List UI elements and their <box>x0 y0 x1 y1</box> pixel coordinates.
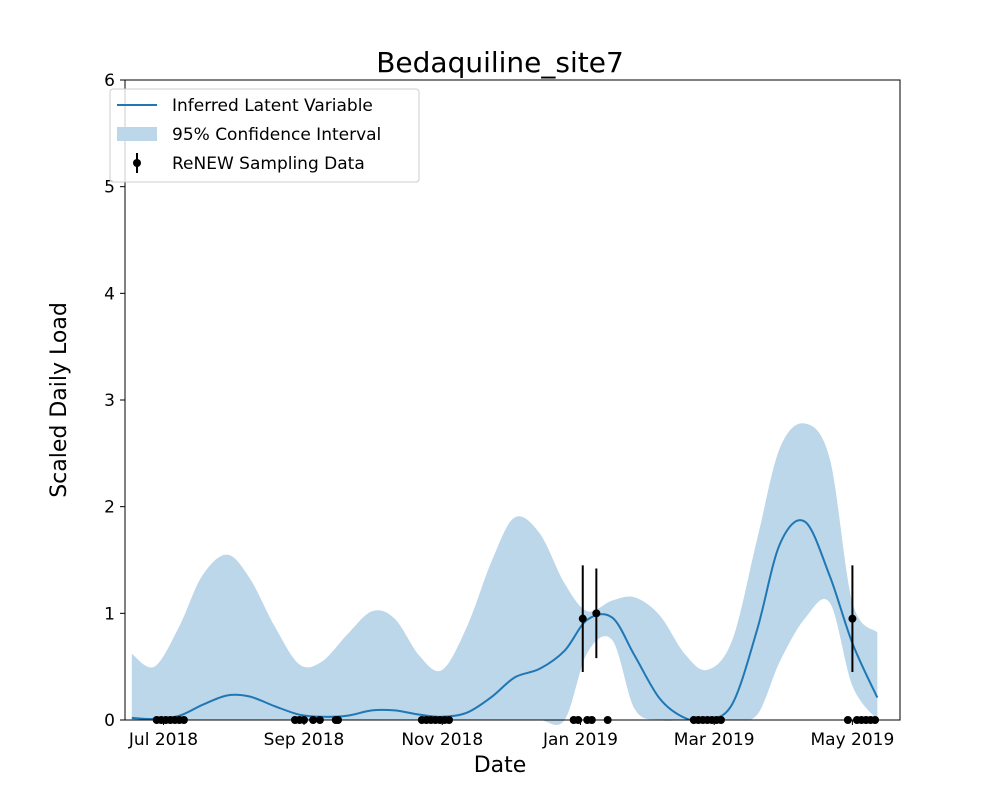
x-tick-label: Jul 2018 <box>128 730 198 750</box>
x-axis: Jul 2018 Sep 2018 Nov 2018 Jan 2019 Mar 2019… <box>128 720 894 750</box>
legend-box <box>109 88 420 183</box>
y-tick-label: 0 <box>104 711 115 731</box>
confidence-band-layer <box>131 423 878 725</box>
y-tick-label: 4 <box>104 284 115 304</box>
y-tick-label: 1 <box>104 604 115 624</box>
x-axis-label: Date <box>474 753 527 778</box>
legend-entry-ci: 95% Confidence Interval <box>172 125 381 145</box>
x-tick-label: May 2019 <box>810 730 894 750</box>
x-tick-label: Sep 2018 <box>264 730 345 750</box>
y-tick-label: 6 <box>104 71 115 91</box>
chart-title: Bedaquiline_site7 <box>376 46 624 79</box>
y-axis-label: Scaled Daily Load <box>47 302 72 498</box>
confidence-band <box>131 423 878 725</box>
y-tick-label: 3 <box>104 391 115 411</box>
legend-point-swatch <box>133 159 141 167</box>
y-tick-label: 5 <box>104 178 115 198</box>
latent-line-layer <box>131 519 879 723</box>
y-axis: 0 1 2 3 4 5 6 <box>104 71 125 731</box>
x-tick-label: Mar 2019 <box>674 730 755 750</box>
legend: Inferred Latent Variable 95% Confidence … <box>109 88 420 183</box>
sampling-point <box>592 609 601 618</box>
y-tick-label: 2 <box>104 498 115 518</box>
legend-entry-sampling: ReNEW Sampling Data <box>172 154 365 174</box>
legend-entry-latent: Inferred Latent Variable <box>172 96 373 116</box>
sampling-point <box>848 614 857 623</box>
latent-variable-line <box>131 519 879 723</box>
x-tick-label: Nov 2018 <box>401 730 483 750</box>
sampling-point <box>578 614 587 623</box>
legend-band-swatch <box>117 127 157 141</box>
x-tick-label: Jan 2019 <box>542 730 618 750</box>
